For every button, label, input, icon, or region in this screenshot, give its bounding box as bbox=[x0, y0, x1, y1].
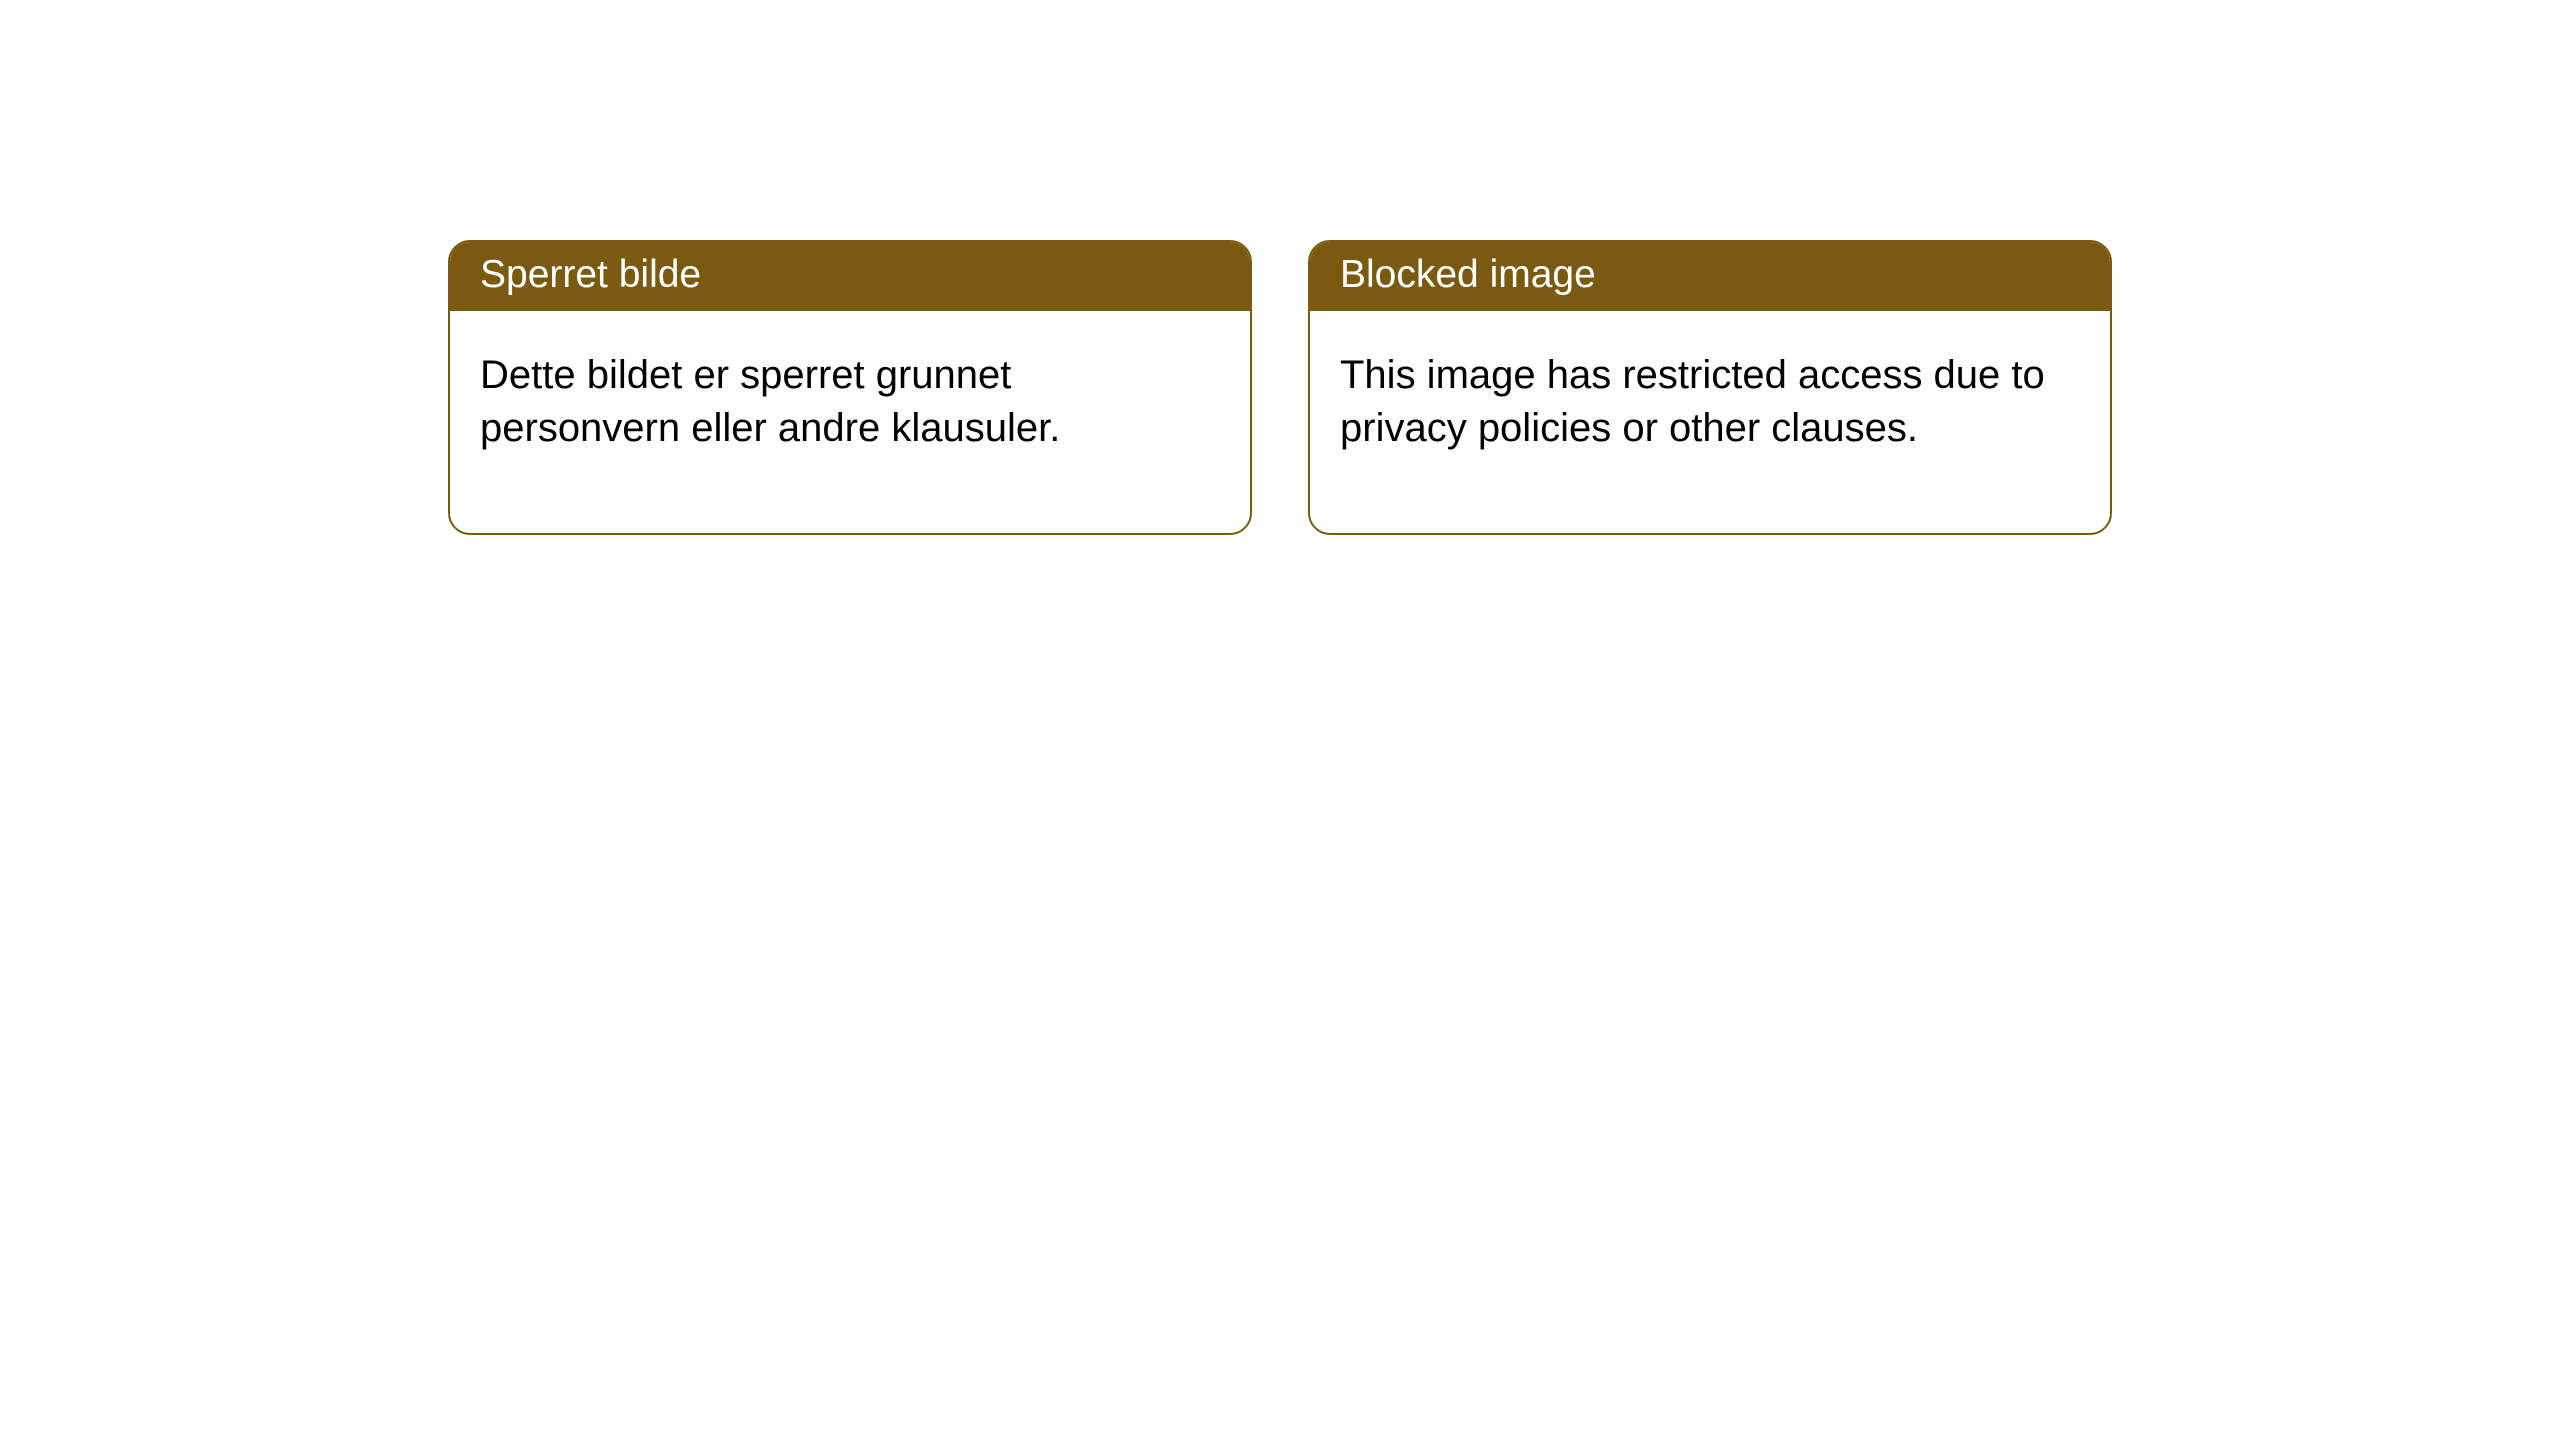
notice-card-title-no: Sperret bilde bbox=[450, 242, 1250, 311]
notice-card-body-no: Dette bildet er sperret grunnet personve… bbox=[450, 311, 1250, 533]
notice-card-body-en: This image has restricted access due to … bbox=[1310, 311, 2110, 533]
notice-cards-container: Sperret bilde Dette bildet er sperret gr… bbox=[0, 0, 2560, 535]
notice-card-title-en: Blocked image bbox=[1310, 242, 2110, 311]
notice-card-no: Sperret bilde Dette bildet er sperret gr… bbox=[448, 240, 1252, 535]
notice-card-en: Blocked image This image has restricted … bbox=[1308, 240, 2112, 535]
